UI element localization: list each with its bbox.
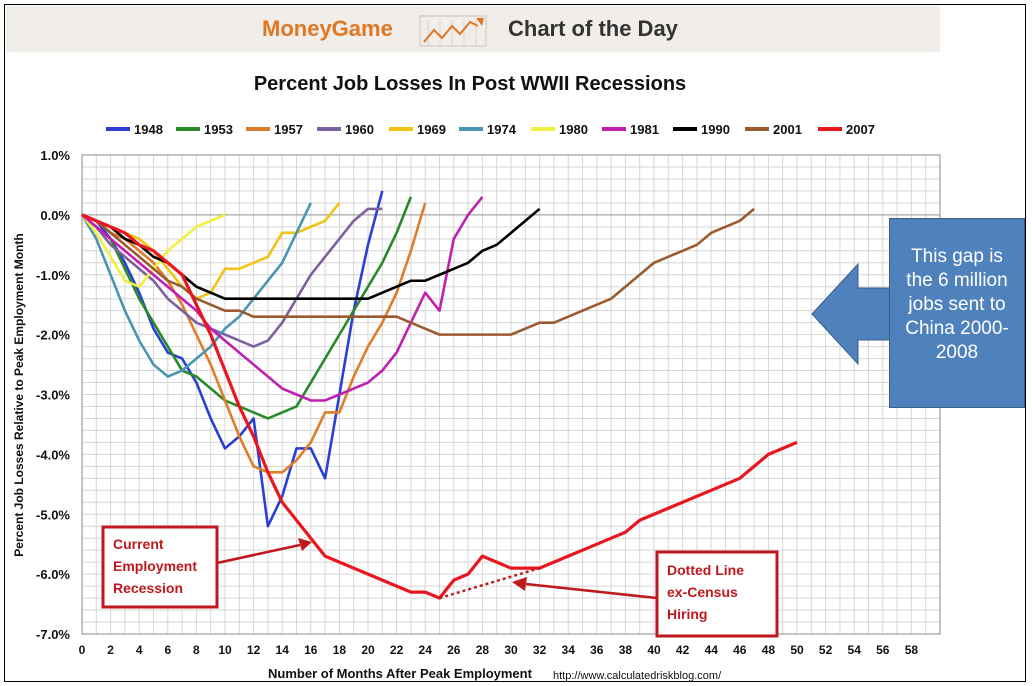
legend: 1948 1953 1957 1960 1969 1974 1980 1981 1990 2001… — [106, 122, 875, 137]
x-tick-label: 26 — [447, 643, 461, 657]
trend-arrow-icon — [419, 15, 487, 47]
x-tick-label: 8 — [193, 643, 200, 657]
x-tick-label: 14 — [276, 643, 290, 657]
source-url: http://www.calculatedriskblog.com/ — [553, 670, 722, 682]
x-tick-label: 48 — [762, 643, 776, 657]
annotation-arrow-head — [512, 577, 527, 591]
y-tick-label: -2.0% — [36, 328, 70, 343]
annotation-line: Hiring — [667, 606, 707, 622]
x-tick-label: 2 — [107, 643, 114, 657]
current-recession-annotation: Current Employment Recession — [101, 525, 312, 609]
callout-line: the 6 million — [906, 270, 1008, 291]
x-tick-label: 42 — [676, 643, 690, 657]
x-tick-label: 28 — [476, 643, 490, 657]
banner: MoneyGame Chart of the Day — [6, 6, 940, 52]
y-tick-label: -7.0% — [36, 627, 70, 642]
x-tick-label: 0 — [79, 643, 86, 657]
x-tick-label: 4 — [136, 643, 143, 657]
series-line-1960 — [81, 207, 383, 348]
x-tick-label: 34 — [562, 643, 576, 657]
x-tick-label: 24 — [419, 643, 433, 657]
x-tick-label: 58 — [905, 643, 919, 657]
legend-label: 1974 — [487, 122, 517, 137]
legend-label: 1969 — [417, 122, 446, 137]
annotation-box — [101, 525, 219, 609]
x-tick-label: 46 — [733, 643, 747, 657]
annotation-line: Dotted Line — [667, 562, 744, 578]
annotation-line: Current — [113, 536, 164, 552]
x-tick-label: 6 — [164, 643, 171, 657]
legend-label: 1960 — [345, 122, 374, 137]
series-line-1990 — [81, 207, 541, 301]
series-line-1981 — [81, 196, 484, 402]
legend-label: 1981 — [630, 122, 659, 137]
series-line-1953 — [81, 196, 413, 420]
legend-label: 2007 — [846, 122, 875, 137]
x-tick-label: 32 — [533, 643, 547, 657]
legend-label: 1990 — [701, 122, 730, 137]
dotted-line-annotation: Dotted Line ex-Census Hiring — [512, 550, 779, 638]
x-tick-label: 30 — [504, 643, 518, 657]
callout-line: jobs sent to — [908, 294, 1006, 315]
legend-label: 1948 — [134, 122, 163, 137]
legend-label: 1953 — [204, 122, 233, 137]
x-axis-label: Number of Months After Peak Employment — [268, 666, 533, 681]
x-tick-label: 36 — [590, 643, 604, 657]
series-line-1974 — [80, 202, 312, 378]
x-tick-label: 40 — [647, 643, 661, 657]
x-tick-label: 52 — [819, 643, 833, 657]
annotation-arrow — [525, 582, 658, 600]
gap-callout: This gap is the 6 million jobs sent to C… — [889, 218, 1025, 408]
y-tick-label: -6.0% — [36, 567, 70, 582]
x-tick-label: 20 — [361, 643, 375, 657]
brand-logo-text: MoneyGame — [262, 16, 393, 41]
callout-line: 2008 — [935, 342, 979, 363]
y-tick-label: 1.0% — [40, 148, 70, 163]
x-tick-label: 12 — [247, 643, 261, 657]
y-tick-label: -4.0% — [36, 447, 70, 462]
y-tick-label: 0.0% — [40, 208, 70, 223]
x-tick-label: 54 — [848, 643, 862, 657]
annotation-box — [655, 550, 779, 638]
series-line-1957 — [81, 202, 427, 474]
annotation-line: ex-Census — [667, 584, 738, 600]
legend-label: 1980 — [559, 122, 588, 137]
annotation-arrow — [216, 543, 301, 565]
annotation-line: Recession — [113, 580, 183, 596]
y-tick-label: -5.0% — [36, 507, 70, 522]
x-tick-label: 56 — [876, 643, 890, 657]
x-tick-label: 38 — [619, 643, 633, 657]
y-axis-label: Percent Job Losses Relative to Peak Empl… — [12, 233, 26, 556]
series-line-1948 — [81, 190, 384, 528]
legend-label: 2001 — [773, 122, 802, 137]
chart-frame — [4, 4, 1026, 682]
x-tick-label: 50 — [790, 643, 804, 657]
x-tick-label: 22 — [390, 643, 404, 657]
annotation-line: Employment — [113, 558, 197, 574]
x-tick-label: 18 — [333, 643, 347, 657]
x-tick-label: 44 — [705, 643, 719, 657]
callout-line: China 2000- — [905, 318, 1009, 339]
banner-title: Chart of the Day — [508, 16, 678, 41]
x-tick-label: 16 — [304, 643, 318, 657]
x-tick-label: 10 — [218, 643, 232, 657]
annotation-arrow-head — [298, 538, 312, 551]
y-tick-label: -3.0% — [36, 388, 70, 403]
chart-title: Percent Job Losses In Post WWII Recessio… — [254, 73, 686, 95]
legend-label: 1957 — [274, 122, 303, 137]
y-tick-label: -1.0% — [36, 268, 70, 283]
callout-line: This gap is — [911, 246, 1003, 267]
